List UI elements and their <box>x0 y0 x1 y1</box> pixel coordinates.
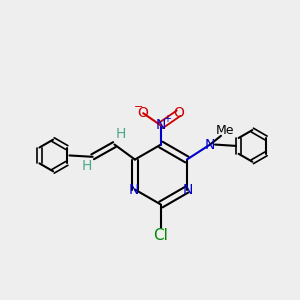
Text: N: N <box>128 182 139 197</box>
Text: Cl: Cl <box>154 228 168 243</box>
Text: N: N <box>205 137 215 152</box>
Text: O: O <box>138 106 148 120</box>
Text: H: H <box>82 159 92 173</box>
Text: Me: Me <box>216 124 234 137</box>
Text: H: H <box>115 127 126 141</box>
Text: O: O <box>173 106 184 120</box>
Text: N: N <box>183 182 194 197</box>
Text: N: N <box>156 118 166 133</box>
Text: −: − <box>134 102 143 112</box>
Text: +: + <box>163 115 171 124</box>
